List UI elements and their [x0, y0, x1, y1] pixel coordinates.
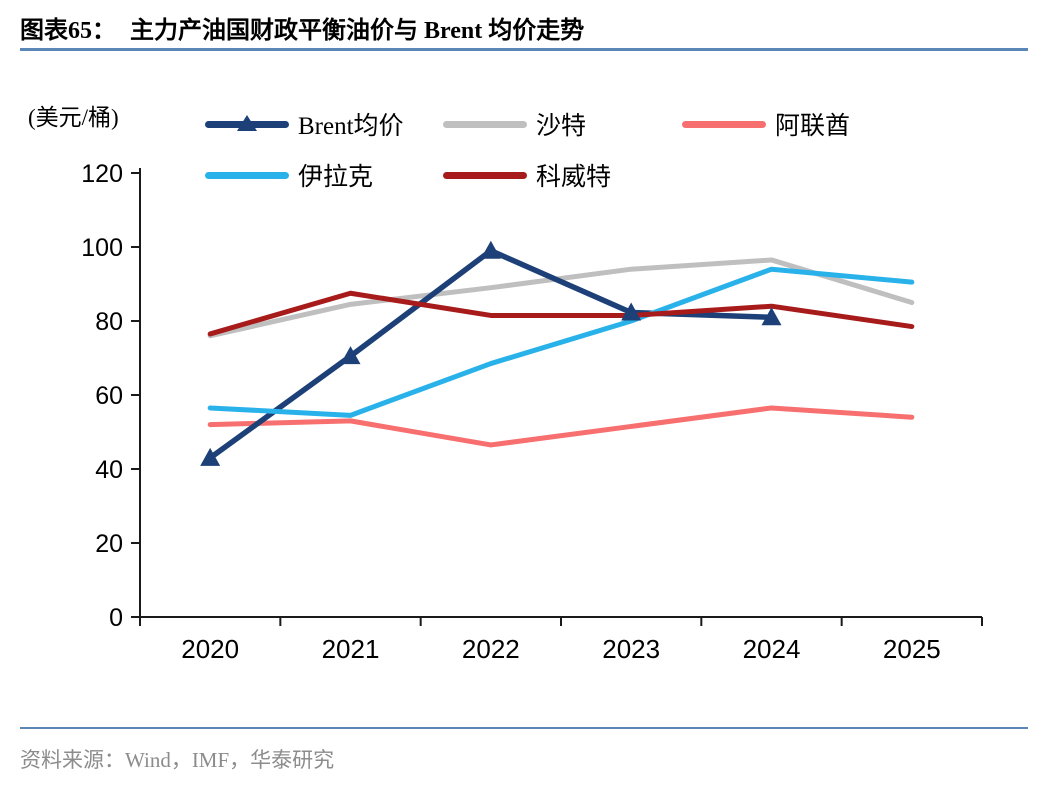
y-axis-tick-label: 80 [95, 308, 123, 336]
y-axis-unit-label: (美元/桶) [28, 105, 119, 130]
chart-number-label: 图表65： [20, 18, 116, 44]
marker-triangle-brent [761, 307, 782, 326]
x-axis-tick-label: 2023 [602, 634, 660, 664]
chart-title-text: 主力产油国财政平衡油价与 Brent 均价走势 [130, 18, 585, 44]
marker-triangle-brent [621, 302, 642, 321]
x-axis-tick-label: 2022 [462, 634, 520, 664]
y-axis-tick-label: 20 [95, 530, 123, 558]
legend-label-brent: Brent均价 [298, 113, 404, 140]
footer-divider-line [20, 727, 1028, 729]
x-axis-tick-label: 2020 [181, 634, 239, 664]
title-divider-line [20, 48, 1028, 51]
legend-line-swatch-brent [205, 114, 289, 131]
series-line-brent [207, 247, 775, 461]
y-axis-tick-label: 40 [95, 456, 123, 484]
y-axis-tick-label: 120 [81, 160, 123, 188]
x-axis-tick-label: 2025 [883, 634, 941, 664]
legend-item-iraq: 伊拉克 [205, 161, 373, 191]
legend-label-iraq: 伊拉克 [298, 164, 374, 191]
source-note: 资料来源：Wind，IMF，华泰研究 [20, 748, 335, 772]
legend-line-swatch-saudi [443, 120, 527, 128]
series-line-saudi [207, 257, 915, 339]
series-line-iraq [207, 266, 915, 418]
series-line-kuwait [207, 290, 915, 337]
legend-item-saudi: 沙特 [443, 110, 586, 140]
series-line-uae [207, 405, 915, 448]
y-axis-tick-label: 0 [109, 604, 123, 632]
y-axis-tick-label: 60 [95, 382, 123, 410]
legend-triangle-marker-icon [237, 114, 257, 131]
legend-line-swatch-iraq [205, 171, 289, 179]
legend-item-brent: Brent均价 [205, 110, 404, 140]
legend-line-swatch-kuwait [443, 171, 527, 179]
legend-label-uae: 阿联酋 [775, 113, 851, 140]
legend-label-saudi: 沙特 [536, 113, 587, 140]
marker-triangle-brent [480, 240, 501, 259]
legend-item-kuwait: 科威特 [443, 161, 611, 191]
marker-triangle-brent [200, 447, 221, 466]
marker-triangle-brent [340, 346, 361, 365]
legend-item-uae: 阿联酋 [682, 110, 850, 140]
y-axis-tick-label: 100 [81, 234, 123, 262]
legend-line-swatch-uae [682, 120, 766, 128]
x-axis-tick-label: 2021 [322, 634, 380, 664]
legend-label-kuwait: 科威特 [536, 164, 612, 191]
x-axis-tick-label: 2024 [743, 634, 801, 664]
chart-title: 图表65： 主力产油国财政平衡油价与 Brent 均价走势 [20, 10, 584, 45]
